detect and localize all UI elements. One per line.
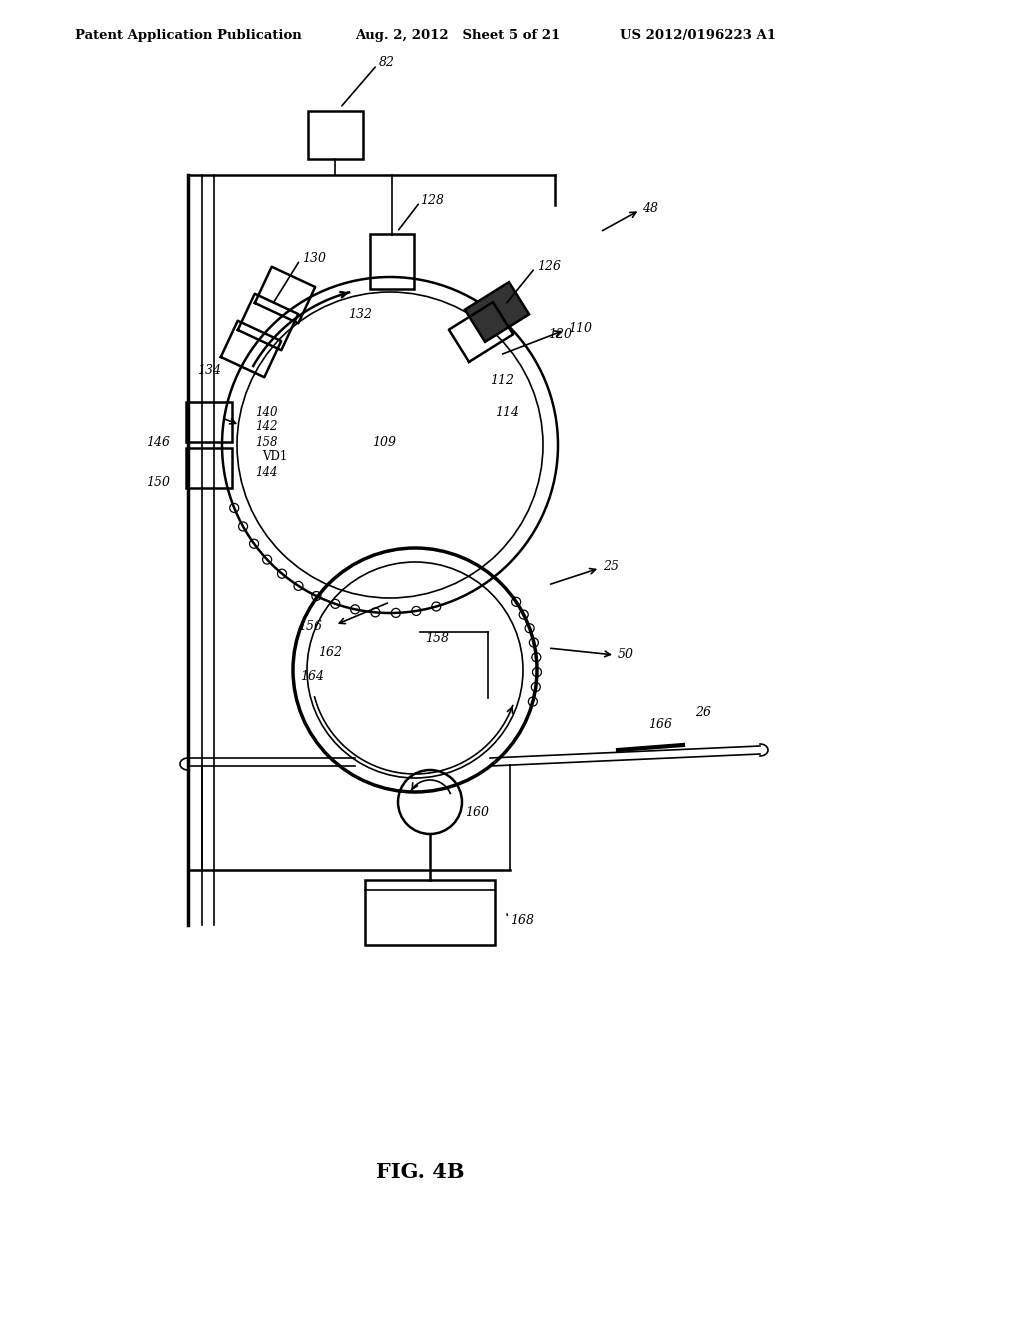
Text: Patent Application Publication: Patent Application Publication xyxy=(75,29,302,41)
Bar xyxy=(365,880,495,945)
Bar xyxy=(186,447,232,488)
Text: 166: 166 xyxy=(648,718,672,730)
Text: 25: 25 xyxy=(603,560,618,573)
Bar xyxy=(186,403,232,442)
Text: VD1: VD1 xyxy=(262,450,288,463)
Text: US 2012/0196223 A1: US 2012/0196223 A1 xyxy=(620,29,776,41)
Text: 82: 82 xyxy=(379,57,395,70)
Text: 120: 120 xyxy=(548,329,572,342)
Text: 158: 158 xyxy=(425,631,449,644)
Text: 162: 162 xyxy=(318,645,342,659)
Text: 128: 128 xyxy=(420,194,444,206)
Text: Aug. 2, 2012   Sheet 5 of 21: Aug. 2, 2012 Sheet 5 of 21 xyxy=(355,29,560,41)
Text: 168: 168 xyxy=(510,913,534,927)
Text: 156: 156 xyxy=(298,620,322,634)
Text: 112: 112 xyxy=(490,374,514,387)
Text: 110: 110 xyxy=(568,322,592,334)
Text: 26: 26 xyxy=(695,705,711,718)
Polygon shape xyxy=(465,282,529,342)
Text: 132: 132 xyxy=(348,309,372,322)
Text: FIG. 4B: FIG. 4B xyxy=(376,1162,464,1181)
Text: 50: 50 xyxy=(618,648,634,661)
Text: 126: 126 xyxy=(537,260,561,272)
Text: 140: 140 xyxy=(255,405,278,418)
Text: 146: 146 xyxy=(146,436,170,449)
Text: 150: 150 xyxy=(146,475,170,488)
Text: 48: 48 xyxy=(642,202,658,214)
Bar xyxy=(308,111,362,158)
Bar xyxy=(370,234,414,289)
Text: 134: 134 xyxy=(197,363,221,376)
Text: 160: 160 xyxy=(465,805,489,818)
Text: 144: 144 xyxy=(255,466,278,479)
Text: 109: 109 xyxy=(372,436,396,449)
Text: 130: 130 xyxy=(302,252,326,264)
Text: 164: 164 xyxy=(300,671,324,684)
Text: 114: 114 xyxy=(495,405,519,418)
Text: 142: 142 xyxy=(255,421,278,433)
Text: 158: 158 xyxy=(255,436,278,449)
